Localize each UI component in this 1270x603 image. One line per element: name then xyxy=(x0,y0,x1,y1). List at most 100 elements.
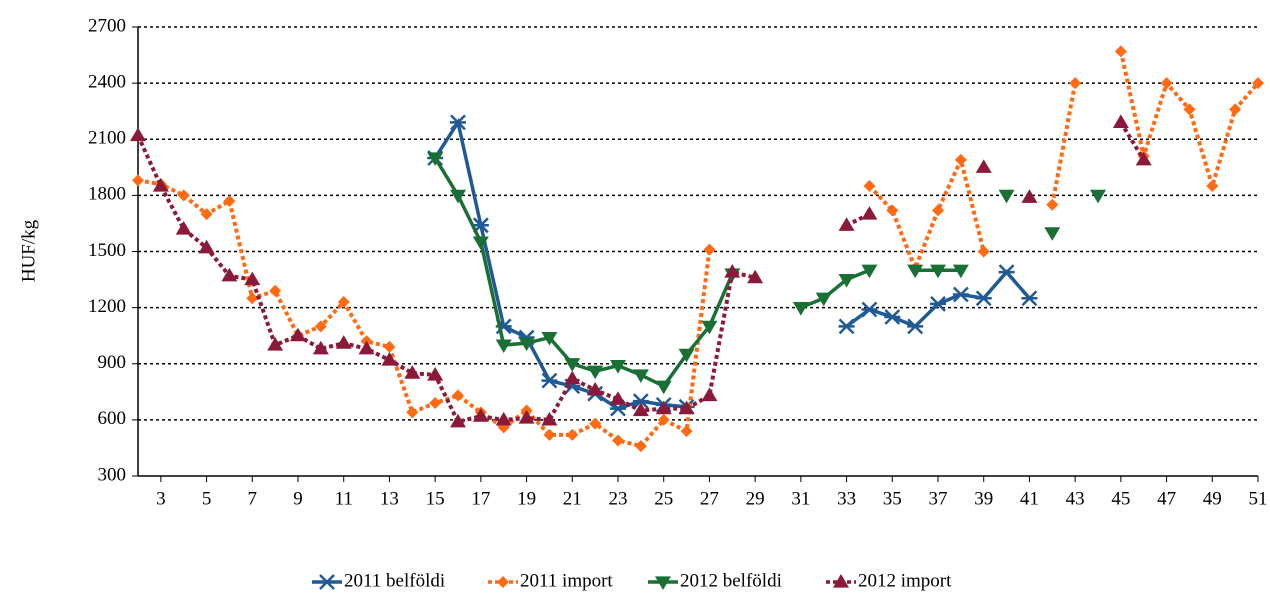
series-line xyxy=(845,269,1031,329)
marker xyxy=(998,264,1015,280)
marker xyxy=(267,337,284,351)
legend-marker xyxy=(655,576,671,590)
marker xyxy=(792,302,809,316)
x-tick-label: 29 xyxy=(746,488,765,509)
x-tick-label: 23 xyxy=(609,488,628,509)
marker xyxy=(610,360,626,374)
x-tick-label: 7 xyxy=(248,488,258,509)
marker xyxy=(1160,77,1173,90)
marker xyxy=(634,440,647,453)
legend-label: 2012 belföldi xyxy=(680,570,782,591)
series-line xyxy=(136,134,756,425)
marker xyxy=(132,174,144,187)
y-tick-label: 2400 xyxy=(88,71,126,92)
marker xyxy=(632,369,649,383)
marker xyxy=(269,284,282,297)
marker xyxy=(337,296,350,309)
x-tick-label: 3 xyxy=(156,488,166,509)
marker xyxy=(907,318,924,335)
marker xyxy=(246,292,259,305)
x-tick-label: 45 xyxy=(1111,488,1130,509)
marker xyxy=(932,204,944,217)
marker xyxy=(450,114,466,131)
marker xyxy=(838,217,855,231)
marker xyxy=(335,335,352,349)
marker xyxy=(427,366,444,381)
marker xyxy=(541,372,558,389)
x-tick-label: 21 xyxy=(563,488,582,509)
marker xyxy=(701,387,718,402)
x-tick-label: 5 xyxy=(202,488,212,509)
marker xyxy=(861,264,878,279)
marker xyxy=(198,239,215,254)
marker xyxy=(383,340,396,353)
marker xyxy=(678,400,695,415)
series-line xyxy=(433,157,734,389)
x-tick-label: 49 xyxy=(1203,488,1222,509)
legend-marker xyxy=(833,574,849,588)
marker xyxy=(587,381,604,396)
marker xyxy=(381,352,398,366)
marker xyxy=(612,434,624,447)
legend-marker xyxy=(319,574,335,590)
series-line xyxy=(137,178,712,449)
marker xyxy=(152,178,169,192)
marker xyxy=(541,331,558,346)
marker xyxy=(1090,189,1106,204)
y-tick-label: 2100 xyxy=(88,128,126,149)
marker xyxy=(587,365,604,380)
legend-item: 2011 belföldi xyxy=(312,570,445,591)
marker xyxy=(1021,189,1038,203)
series-line xyxy=(867,153,986,274)
y-tick-label: 300 xyxy=(98,464,127,485)
marker xyxy=(589,417,602,430)
x-tick-label: 17 xyxy=(471,488,490,509)
x-tick-label: 43 xyxy=(1066,488,1085,509)
marker xyxy=(907,264,924,279)
marker xyxy=(518,337,535,352)
x-tick-label: 31 xyxy=(791,488,810,509)
marker xyxy=(406,406,419,419)
y-tick-label: 1200 xyxy=(88,296,126,317)
marker xyxy=(1206,180,1219,193)
legend-label: 2011 import xyxy=(520,570,613,591)
x-tick-label: 25 xyxy=(654,488,673,509)
marker xyxy=(975,159,992,173)
marker xyxy=(747,269,764,284)
legend-item: 2011 import xyxy=(488,570,613,591)
marker xyxy=(632,402,649,417)
marker xyxy=(427,152,444,166)
y-tick-label: 2700 xyxy=(88,15,126,36)
y-axis-label: HUF/kg xyxy=(18,219,39,282)
marker xyxy=(701,320,718,335)
marker xyxy=(404,365,421,379)
marker xyxy=(815,292,832,307)
marker xyxy=(564,370,581,385)
marker xyxy=(495,411,512,426)
marker xyxy=(312,340,329,355)
x-tick-label: 15 xyxy=(426,488,445,509)
x-tick-label: 9 xyxy=(293,488,303,509)
marker xyxy=(930,264,946,279)
series-line xyxy=(1050,82,1078,206)
marker xyxy=(952,286,969,303)
series-line xyxy=(433,117,687,411)
x-tick-label: 39 xyxy=(974,488,993,509)
marker xyxy=(429,397,442,410)
marker xyxy=(1021,290,1038,307)
marker xyxy=(358,340,375,355)
x-tick-label: 35 xyxy=(883,488,902,509)
marker xyxy=(703,243,716,256)
marker xyxy=(472,236,489,251)
marker xyxy=(244,271,261,286)
x-tick-label: 13 xyxy=(380,488,399,509)
marker xyxy=(495,339,512,354)
marker xyxy=(1229,103,1242,116)
marker xyxy=(1069,77,1082,90)
marker xyxy=(450,413,466,428)
marker xyxy=(610,391,626,405)
marker xyxy=(1046,198,1059,211)
marker xyxy=(177,189,190,202)
legend-item: 2012 import xyxy=(826,570,952,591)
marker xyxy=(861,206,878,220)
